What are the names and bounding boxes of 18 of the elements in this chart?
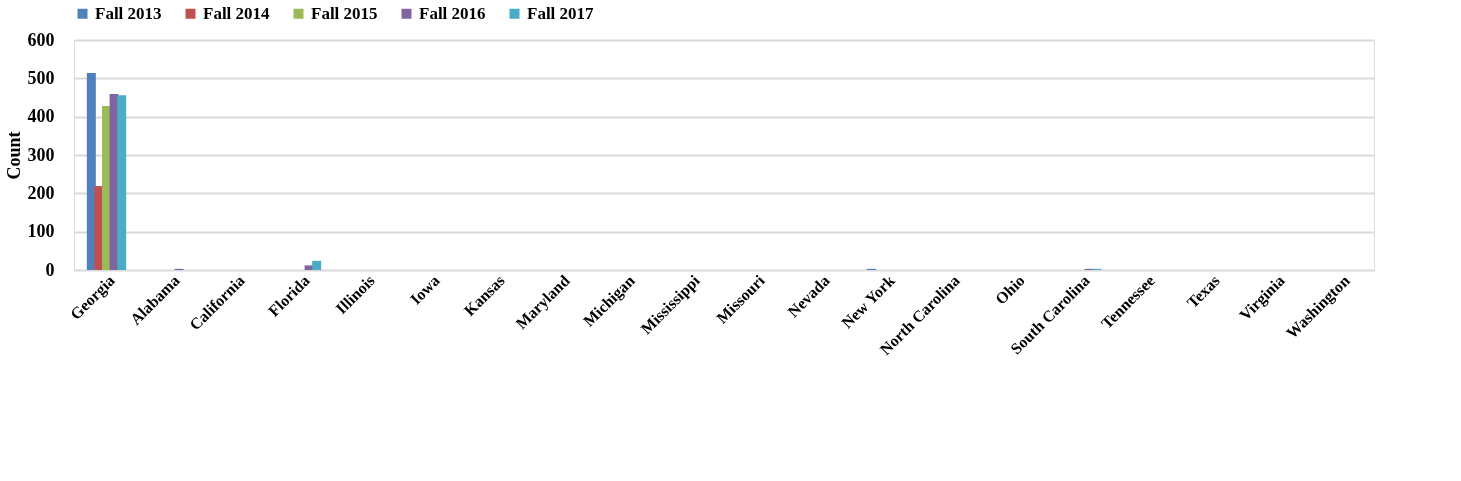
- y-tick-label: 0: [45, 259, 55, 280]
- y-tick-label: 200: [27, 182, 55, 203]
- legend-label: Fall 2017: [527, 3, 595, 23]
- bar: [86, 72, 96, 270]
- bar: [117, 95, 127, 270]
- y-tick-label: 600: [27, 29, 55, 50]
- y-axis-title: Count: [3, 131, 24, 180]
- y-tick-label: 300: [27, 144, 55, 165]
- y-tick-label: 100: [27, 221, 55, 242]
- legend-label: Fall 2013: [95, 3, 162, 23]
- y-tick-label: 500: [27, 67, 55, 88]
- bar: [312, 260, 322, 270]
- y-tick-label: 400: [27, 106, 55, 127]
- legend-label: Fall 2015: [311, 3, 378, 23]
- legend-label: Fall 2014: [203, 3, 271, 23]
- legend-label: Fall 2016: [419, 3, 486, 23]
- x-tick-label: Ohio: [991, 271, 1028, 308]
- x-tick-label: New York: [838, 271, 898, 332]
